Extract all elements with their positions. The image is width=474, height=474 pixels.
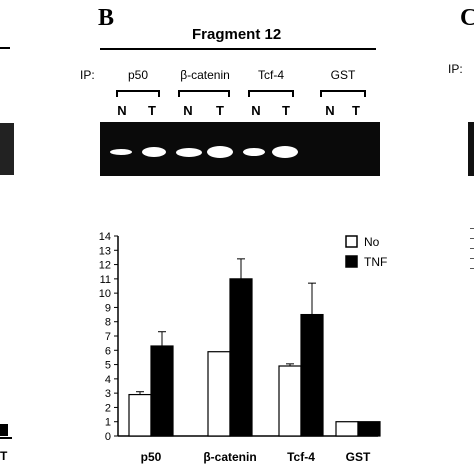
y-tick-label: 14 — [99, 231, 111, 243]
lane-label-gst-t: T — [352, 103, 360, 118]
y-tick-label: 12 — [99, 260, 111, 272]
bar-no-1 — [207, 351, 231, 437]
y-tick-label: 2 — [105, 402, 111, 414]
lane-label-beta-catenin-t: T — [216, 103, 224, 118]
legend-label-tnf: TNF — [364, 255, 387, 269]
right-panel-axis-ticks — [470, 228, 474, 270]
band-beta-catenin-n — [176, 148, 202, 157]
band-p50-t — [142, 147, 166, 157]
bar-no-3 — [335, 421, 359, 437]
bar-tnf-0 — [150, 345, 174, 437]
band-p50-n — [110, 149, 132, 155]
y-tick-label: 1 — [105, 417, 111, 429]
legend-swatch-tnf — [345, 255, 358, 268]
lane-label-p50-n: N — [117, 103, 127, 118]
band-tcf4-n — [243, 148, 265, 156]
legend-swatch-no — [345, 235, 358, 248]
x-category-label: p50 — [141, 450, 162, 464]
left-panel-gel-edge — [0, 123, 14, 175]
group-label-gst: GST — [330, 68, 356, 82]
x-category-label: GST — [346, 450, 371, 464]
x-category-label: Tcf-4 — [287, 450, 315, 464]
y-tick-label: 9 — [105, 302, 111, 314]
panel-letter-b: B — [98, 5, 115, 31]
fragment-title-rule — [100, 48, 376, 50]
left-panel-rule — [0, 47, 10, 49]
blot-ip-label: IP: — [80, 68, 95, 82]
y-tick-label: 4 — [105, 374, 111, 386]
y-tick-label: 7 — [105, 331, 111, 343]
right-panel-gel-edge — [468, 122, 474, 176]
group-label-beta-catenin: β-catenin — [180, 68, 230, 82]
lane-label-tcf4-n: N — [251, 103, 261, 118]
group-label-p50: p50 — [127, 68, 149, 82]
y-tick-label: 13 — [99, 245, 111, 257]
lane-label-tcf4-t: T — [282, 103, 290, 118]
band-beta-catenin-t — [207, 146, 233, 158]
bracket-p50 — [116, 90, 160, 97]
lane-label-p50-t: T — [148, 103, 156, 118]
y-tick-label: 3 — [105, 388, 111, 400]
bracket-tcf4 — [248, 90, 294, 97]
bar-no-2 — [278, 365, 302, 437]
left-panel-tick-label: T — [0, 449, 8, 463]
bar-tnf-2 — [300, 313, 324, 437]
left-panel-axis-edge — [0, 437, 12, 439]
y-tick-label: 8 — [105, 317, 111, 329]
lane-label-beta-catenin-n: N — [183, 103, 193, 118]
lane-label-gst-n: N — [325, 103, 335, 118]
fragment-title: Fragment 12 — [192, 26, 282, 43]
y-tick-label: 11 — [100, 274, 111, 286]
y-tick-label: 6 — [105, 345, 111, 357]
panel-letter-c: C — [460, 5, 474, 31]
bar-tnf-1 — [229, 278, 253, 437]
x-category-label: β-catenin — [203, 450, 256, 464]
bar-tnf-3 — [357, 421, 381, 437]
band-tcf4-t — [272, 146, 298, 158]
bracket-beta-catenin — [178, 90, 230, 97]
group-label-tcf4: Tcf-4 — [257, 68, 284, 82]
gel-image — [100, 122, 380, 176]
legend-label-no: No — [364, 235, 380, 249]
y-tick-label: 0 — [105, 431, 111, 443]
y-tick-label: 10 — [99, 288, 111, 300]
bar-no-0 — [128, 393, 152, 437]
left-panel-bar-edge — [0, 424, 8, 436]
right-panel-ip-label: IP: — [448, 62, 463, 76]
bracket-gst — [320, 90, 366, 97]
y-tick-label: 5 — [105, 360, 111, 372]
